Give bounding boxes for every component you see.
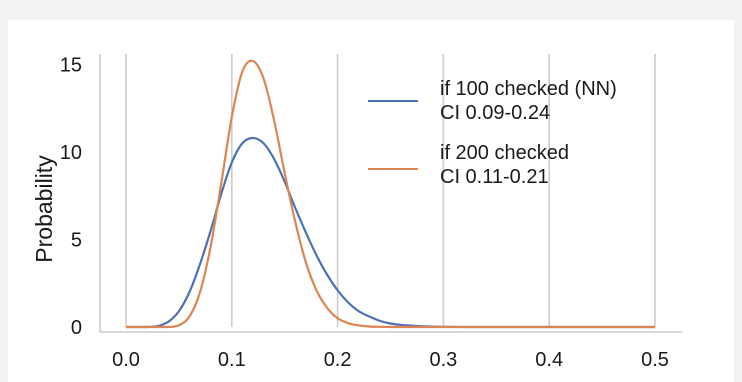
legend-ci-series-2: CI 0.11-0.21 bbox=[440, 166, 549, 188]
y-axis-label: Probability bbox=[31, 155, 57, 263]
x-tick-label-2: 0.2 bbox=[324, 349, 352, 371]
y-tick-label-2: 10 bbox=[60, 142, 82, 164]
series-line-2 bbox=[125, 59, 655, 329]
axes bbox=[99, 54, 682, 333]
y-tick-label-3: 15 bbox=[60, 55, 82, 77]
x-tick-label-0: 0.0 bbox=[112, 349, 140, 371]
series bbox=[125, 59, 655, 329]
legend-label-series-1: if 100 checked (NN) bbox=[440, 78, 617, 100]
x-tick-label-3: 0.3 bbox=[429, 349, 457, 371]
x-tick-label-4: 0.4 bbox=[535, 349, 563, 371]
x-tick-label-1: 0.1 bbox=[218, 349, 246, 371]
y-tick-label-1: 5 bbox=[71, 230, 82, 252]
legend: if 100 checked (NN) CI 0.09-0.24 if 200 … bbox=[368, 78, 617, 188]
legend-ci-series-1: CI 0.09-0.24 bbox=[440, 102, 550, 124]
x-tick-label-5: 0.5 bbox=[641, 349, 669, 371]
grid bbox=[125, 54, 656, 327]
y-tick-label-0: 0 bbox=[71, 317, 82, 339]
chart-card: 0.0 0.1 0.2 0.3 0.4 0.5 0 5 10 15 Probability if … bbox=[8, 20, 734, 382]
tick-labels: 0.0 0.1 0.2 0.3 0.4 0.5 0 5 10 15 bbox=[60, 55, 669, 372]
series-line-1 bbox=[125, 136, 655, 329]
legend-label-series-2: if 200 checked bbox=[440, 142, 569, 164]
line-chart: 0.0 0.1 0.2 0.3 0.4 0.5 0 5 10 15 Probability if … bbox=[31, 54, 682, 372]
